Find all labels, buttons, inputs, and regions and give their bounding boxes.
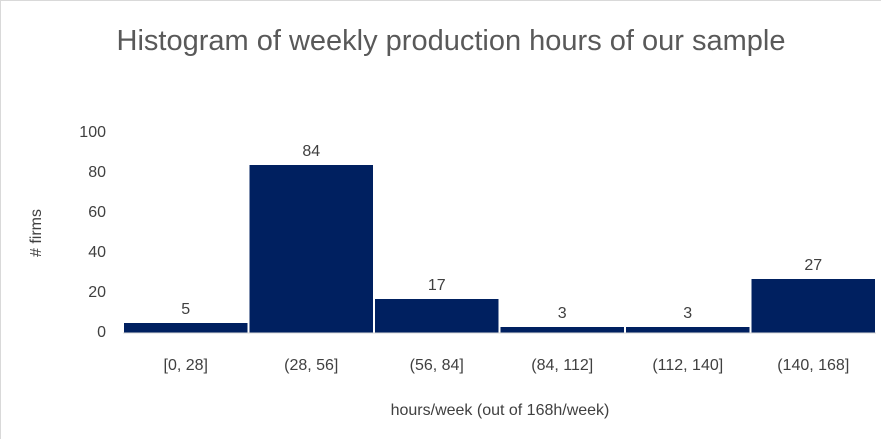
y-tick-label: 0	[97, 324, 106, 341]
y-tick-label: 100	[79, 124, 106, 141]
y-tick-label: 60	[88, 204, 106, 221]
y-tick-label: 80	[88, 164, 106, 181]
bar	[249, 165, 373, 333]
x-tick-label: (140, 168]	[777, 357, 849, 374]
data-label: 3	[683, 305, 692, 322]
bar	[500, 327, 624, 333]
x-tick-label: [0, 28]	[164, 357, 208, 374]
x-tick-label: (112, 140]	[652, 357, 723, 374]
bar	[124, 323, 248, 333]
bar	[626, 327, 750, 333]
x-tick-label: (84, 112]	[531, 357, 593, 374]
chart-title: Histogram of weekly production hours of …	[116, 25, 786, 57]
y-tick-label: 20	[88, 284, 106, 301]
data-label: 3	[558, 305, 567, 322]
data-label: 17	[428, 277, 446, 294]
y-axis-title: # firms	[28, 209, 45, 257]
y-tick-label: 40	[88, 244, 106, 261]
x-axis-title: hours/week (out of 168h/week)	[391, 402, 610, 419]
data-label: 84	[302, 143, 320, 160]
data-label: 27	[804, 257, 822, 274]
x-tick-label: (56, 84]	[410, 357, 464, 374]
data-label: 5	[181, 301, 190, 318]
x-tick-label: (28, 56]	[284, 357, 338, 374]
bar	[751, 279, 875, 333]
bar	[375, 299, 499, 333]
